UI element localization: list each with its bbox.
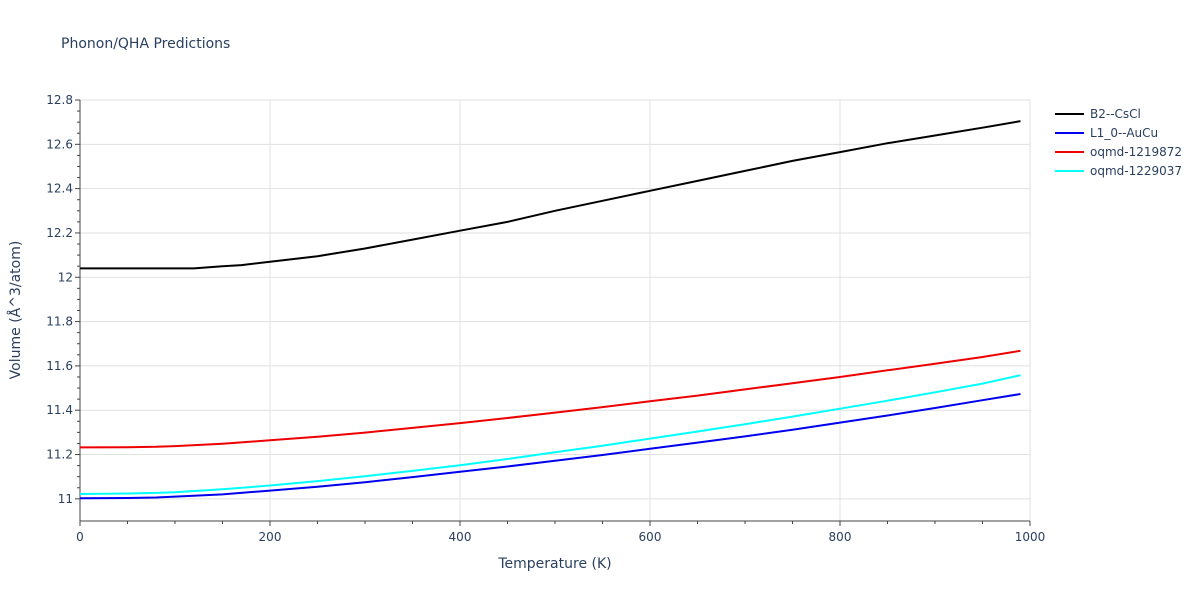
y-tick-label: 12.8 bbox=[46, 93, 73, 107]
y-axis-label: Volume (Å^3/atom) bbox=[7, 241, 24, 380]
y-tick-label: 11.6 bbox=[46, 359, 73, 373]
y-tick-label: 11 bbox=[58, 492, 73, 506]
legend-label: B2--CsCl bbox=[1090, 107, 1141, 121]
legend: B2--CsCl L1_0--AuCu oqmd-1219872 oqmd-12290… bbox=[1055, 107, 1182, 178]
chart-title: Phonon/QHA Predictions bbox=[61, 36, 231, 52]
data-series bbox=[79, 120, 1021, 500]
y-tick-label: 11.4 bbox=[46, 403, 73, 417]
series-line-L1_0--AuCu bbox=[79, 393, 1021, 500]
series-line-oqmd-1219872 bbox=[79, 349, 1021, 449]
x-tick-label: 1000 bbox=[1015, 530, 1046, 544]
axes: 0 200 400 600 800 1000 11 11.2 11.4 11.6 11.8 12 12.… bbox=[46, 93, 1045, 544]
x-tick-label: 200 bbox=[259, 530, 282, 544]
x-tick-label: 800 bbox=[829, 530, 852, 544]
series-line-oqmd-1229037 bbox=[79, 374, 1021, 495]
legend-label: L1_0--AuCu bbox=[1090, 126, 1158, 140]
y-tick-label: 12.6 bbox=[46, 137, 73, 151]
y-tick-label: 12.2 bbox=[46, 226, 73, 240]
x-tick-label: 400 bbox=[449, 530, 472, 544]
y-tick-label: 12 bbox=[58, 270, 73, 284]
legend-label: oqmd-1229037 bbox=[1090, 164, 1182, 178]
y-tick-label: 11.8 bbox=[46, 315, 73, 329]
y-tick-label: 11.2 bbox=[46, 448, 73, 462]
x-tick-label: 600 bbox=[639, 530, 662, 544]
series-line-B2--CsCl bbox=[80, 120, 1021, 270]
grid-lines bbox=[80, 99, 1031, 521]
x-tick-label: 0 bbox=[76, 530, 84, 544]
y-tick-label: 12.4 bbox=[46, 182, 73, 196]
x-axis-label: Temperature (K) bbox=[497, 556, 611, 572]
legend-label: oqmd-1219872 bbox=[1090, 145, 1182, 159]
